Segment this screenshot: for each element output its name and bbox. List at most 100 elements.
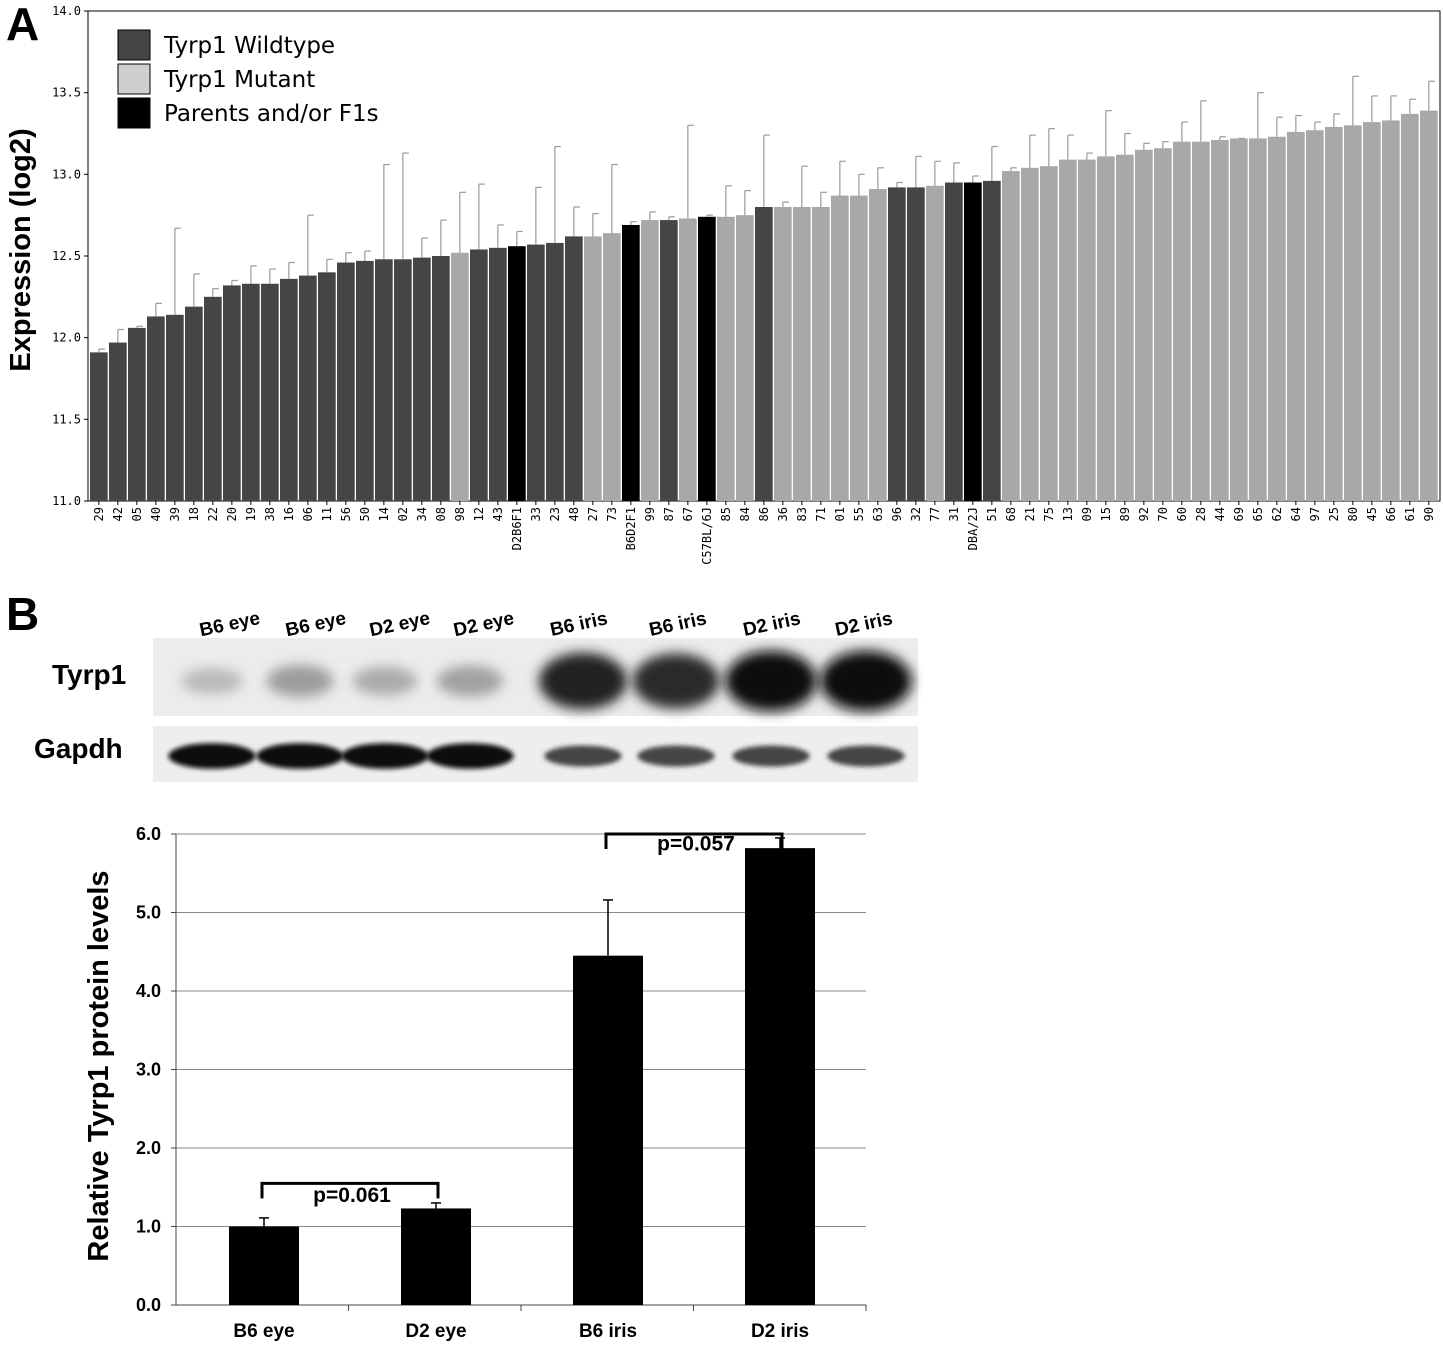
chart-a-bar — [1059, 159, 1077, 501]
blot-lane-labels: B6 eye B6 eye D2 eye D2 eye B6 iris B6 iris D2… — [198, 608, 895, 641]
tyrp1-band — [820, 650, 912, 712]
chart-a-x-tick-label: 29 — [92, 507, 106, 521]
chart-a-x-tick-label: 08 — [434, 507, 448, 521]
chart-a-x-tick-label: 19 — [244, 507, 258, 521]
tyrp1-band — [632, 653, 720, 709]
chart-a-x-tick-label: 05 — [130, 507, 144, 521]
chart-a-bar — [1382, 120, 1400, 502]
chart-a-bar — [1078, 159, 1096, 501]
chart-a-x-tick-label: 61 — [1403, 507, 1417, 521]
chart-a-x-tick-label: 27 — [586, 507, 600, 521]
chart-a-bar — [394, 259, 412, 501]
chart-a-bar — [983, 180, 1001, 501]
chart-a-bar — [280, 278, 298, 501]
gapdh-band — [168, 743, 256, 769]
chart-a-bar — [1268, 136, 1286, 501]
chart-a-y-tick-label: 13.5 — [52, 86, 81, 100]
chart-a-x-tick-label: D2B6F1 — [510, 507, 524, 550]
legend-swatch-mutant — [117, 63, 151, 95]
chart-b-category-label: B6 iris — [579, 1321, 637, 1342]
chart-a-x-tick-label: 45 — [1365, 507, 1379, 521]
chart-a-bar — [1287, 131, 1305, 501]
chart-a-bar — [850, 195, 868, 501]
chart-b-error-bars — [259, 837, 785, 1227]
chart-a-bar — [1192, 141, 1210, 502]
blot-lane-label: D2 eye — [368, 608, 432, 641]
legend-label-wildtype: Tyrp1 Wildtype — [163, 33, 335, 59]
chart-b-y-tick-label: 0.0 — [136, 1295, 161, 1315]
chart-b-category-label: D2 iris — [751, 1321, 809, 1342]
chart-a-y-tick-label: 14.0 — [52, 4, 81, 18]
panel-a-letter: A — [6, 0, 39, 50]
chart-a-y-ticks: 11.0 11.5 12.0 12.5 13.0 13.5 14.0 — [52, 4, 88, 508]
chart-a-x-tick-label: 64 — [1289, 507, 1303, 521]
chart-a-x-tick-label: 23 — [548, 507, 562, 521]
chart-a-x-tick-label: 99 — [643, 507, 657, 521]
gapdh-band — [732, 745, 810, 767]
chart-b-y-tick-label: 2.0 — [136, 1138, 161, 1158]
tyrp1-band — [725, 650, 817, 712]
chart-a-bar — [527, 244, 545, 501]
chart-a-bar — [128, 327, 146, 501]
chart-a-x-tick-label: 42 — [111, 507, 125, 521]
chart-a-x-tick-label: 80 — [1346, 507, 1360, 521]
chart-a-bar — [375, 259, 393, 501]
chart-b-y-ticks: 0.0 1.0 2.0 3.0 4.0 5.0 6.0 — [136, 824, 176, 1315]
chart-a-bar — [945, 182, 963, 501]
chart-a-x-tick-label: 06 — [301, 507, 315, 521]
chart-a-bar — [1173, 141, 1191, 502]
chart-a-x-tick-label: 55 — [852, 507, 866, 521]
legend-swatch-wildtype — [117, 29, 151, 61]
chart-a-bar — [546, 242, 564, 501]
chart-a-y-tick-label: 12.0 — [52, 331, 81, 345]
chart-a-y-tick-label: 11.0 — [52, 494, 81, 508]
chart-a-bar — [413, 257, 431, 501]
chart-a-bar — [185, 306, 203, 501]
chart-a-bar — [337, 262, 355, 501]
chart-a-bar — [736, 215, 754, 502]
legend-label-parents: Parents and/or F1s — [164, 101, 379, 127]
chart-a-x-tick-label: 40 — [149, 507, 163, 521]
panel-b-letter: B — [6, 588, 39, 640]
chart-a-bar — [1154, 148, 1172, 501]
chart-b-y-tick-label: 6.0 — [136, 824, 161, 844]
chart-a-bar — [299, 275, 317, 501]
chart-a-y-tick-label: 11.5 — [52, 412, 81, 426]
chart-a-x-tick-label: 33 — [529, 507, 543, 521]
chart-a-x-tick-label: 98 — [453, 507, 467, 521]
chart-a-bar — [451, 252, 469, 501]
blot-lane-label: B6 iris — [548, 608, 609, 641]
chart-a-x-tick-label: 02 — [396, 507, 410, 521]
chart-a-x-tick-label: 32 — [909, 507, 923, 521]
chart-a-bar — [888, 187, 906, 501]
chart-a-bar — [907, 187, 925, 501]
chart-a-bar — [470, 249, 488, 501]
chart-a-bar — [508, 246, 526, 501]
blot-lane-label: D2 eye — [452, 608, 516, 641]
chart-a-x-tick-label: 11 — [320, 507, 334, 521]
chart-a-x-tick-label: 16 — [282, 507, 296, 521]
chart-a-x-tick-label: 73 — [605, 507, 619, 521]
chart-a-bar — [1344, 125, 1362, 501]
tyrp1-band — [436, 665, 504, 697]
chart-a-x-tick-label: 84 — [738, 507, 752, 521]
chart-a-bar — [223, 285, 241, 501]
p-value-label: p=0.061 — [313, 1184, 391, 1207]
chart-b-y-tick-label: 5.0 — [136, 903, 161, 923]
chart-a-x-tick-label: 63 — [871, 507, 885, 521]
chart-b-y-tick-label: 3.0 — [136, 1060, 161, 1080]
chart-a-x-tick-label: 65 — [1251, 507, 1265, 521]
chart-a-x-tick-label: B6D2F1 — [624, 507, 638, 550]
gapdh-band — [256, 743, 344, 769]
chart-a-bars — [90, 110, 1438, 502]
chart-b-y-axis-label: Relative Tyrp1 protein levels — [83, 870, 115, 1261]
chart-a-x-tick-label: 14 — [377, 507, 391, 521]
gapdh-band — [637, 745, 715, 767]
chart-a-bar — [1420, 110, 1438, 501]
chart-a-x-tick-label: 25 — [1327, 507, 1341, 521]
chart-a-bar — [869, 189, 887, 501]
chart-a-bar — [1002, 171, 1020, 501]
chart-a-bar — [90, 352, 108, 501]
chart-a-x-tick-label: 44 — [1213, 507, 1227, 521]
